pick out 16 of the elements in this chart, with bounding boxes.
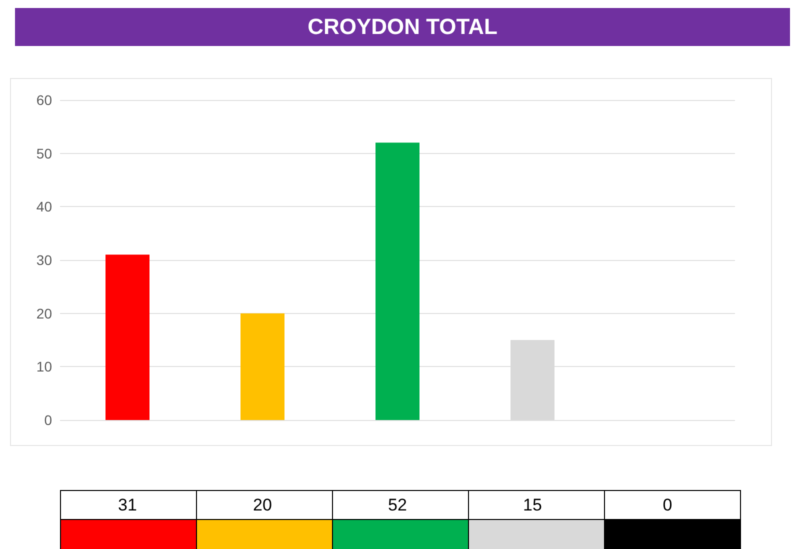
data-label: 15 — [523, 496, 542, 514]
chart-title: CROYDON TOTAL — [15, 8, 790, 46]
y-tick-label: 20 — [36, 305, 52, 322]
y-tick-label: 50 — [36, 145, 52, 162]
bar — [376, 142, 420, 420]
bar — [240, 313, 284, 420]
y-tick-label: 60 — [36, 92, 52, 108]
data-label: 31 — [118, 496, 137, 514]
data-label: 52 — [388, 496, 407, 514]
data-label: 0 — [662, 496, 672, 514]
bar — [106, 254, 150, 420]
y-tick-label: 10 — [36, 358, 52, 375]
y-tick-label: 40 — [36, 198, 52, 215]
y-tick-label: 0 — [44, 412, 52, 428]
data-label: 20 — [253, 496, 272, 514]
y-tick-label: 30 — [36, 252, 52, 268]
